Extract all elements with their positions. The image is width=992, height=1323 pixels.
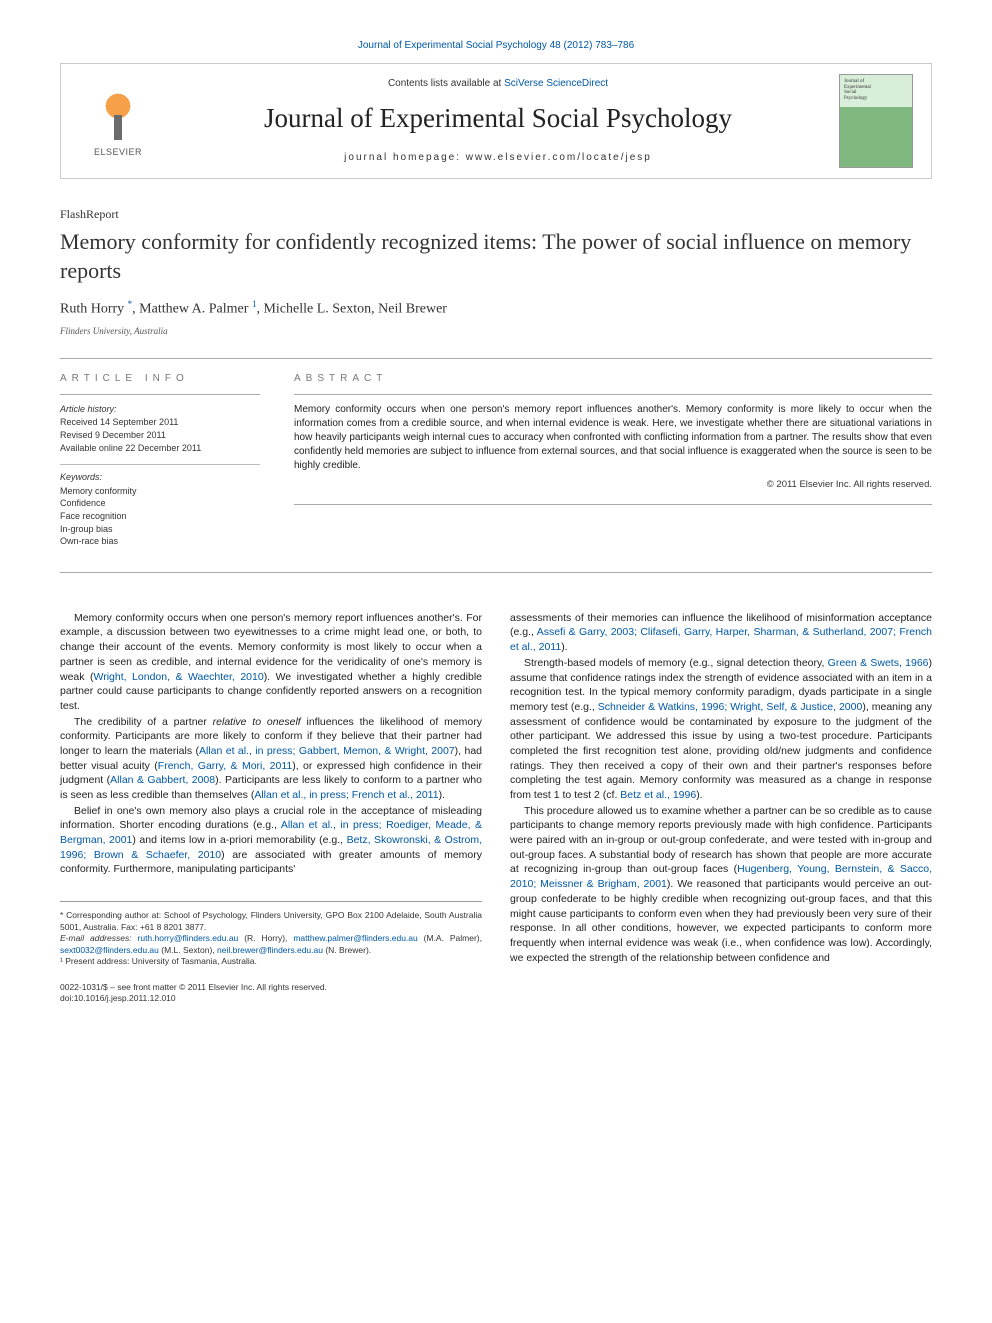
ref-link[interactable]: Allan & Gabbert, 2008 bbox=[110, 774, 215, 786]
abstract-text: Memory conformity occurs when one person… bbox=[294, 403, 932, 473]
sciencedirect-link[interactable]: SciVerse ScienceDirect bbox=[504, 78, 608, 89]
para: assessments of their memories can influe… bbox=[510, 611, 932, 655]
rule-info-2 bbox=[60, 464, 260, 465]
journal-cover-thumb[interactable] bbox=[821, 64, 931, 178]
rule-abs-2 bbox=[294, 504, 932, 505]
history-label: Article history: bbox=[60, 403, 260, 416]
ref-link[interactable]: Wright, London, & Waechter, 2010 bbox=[94, 671, 264, 683]
rule-body-top bbox=[60, 572, 932, 573]
corr-author-mark[interactable]: * bbox=[128, 299, 133, 309]
rule-abs-1 bbox=[294, 394, 932, 395]
para: This procedure allowed us to examine whe… bbox=[510, 804, 932, 966]
section-label: FlashReport bbox=[60, 207, 932, 222]
email-link[interactable]: neil.brewer@flinders.edu.au bbox=[217, 945, 323, 955]
author-2[interactable]: Matthew A. Palmer bbox=[139, 302, 248, 317]
abstract-copyright: © 2011 Elsevier Inc. All rights reserved… bbox=[294, 479, 932, 490]
publisher-name: ELSEVIER bbox=[94, 147, 142, 157]
doi-line[interactable]: doi:10.1016/j.jesp.2011.12.010 bbox=[60, 993, 482, 1004]
header-banner: ELSEVIER Contents lists available at Sci… bbox=[60, 63, 932, 179]
para: The credibility of a partner relative to… bbox=[60, 715, 482, 803]
revised-date: Revised 9 December 2011 bbox=[60, 429, 260, 442]
keywords-label: Keywords: bbox=[60, 471, 260, 484]
rule-top bbox=[60, 358, 932, 359]
received-date: Received 14 September 2011 bbox=[60, 416, 260, 429]
keyword: Memory conformity bbox=[60, 485, 260, 498]
para: Memory conformity occurs when one person… bbox=[60, 611, 482, 714]
ref-link[interactable]: Assefi & Garry, 2003; Clifasefi, Garry, … bbox=[510, 626, 932, 653]
author-list: Ruth Horry *, Matthew A. Palmer 1, Miche… bbox=[60, 299, 932, 318]
abstract-heading: ABSTRACT bbox=[294, 373, 932, 384]
ref-link[interactable]: Schneider & Watkins, 1996; Wright, Self,… bbox=[598, 701, 863, 713]
ref-link[interactable]: Allan et al., in press; French et al., 2… bbox=[254, 789, 438, 801]
elsevier-tree-icon bbox=[88, 85, 148, 145]
ref-link[interactable]: Green & Swets, 1966 bbox=[828, 657, 929, 669]
contents-available-text: Contents lists available at SciVerse Sci… bbox=[185, 78, 811, 89]
para: Strength-based models of memory (e.g., s… bbox=[510, 656, 932, 803]
elsevier-logo[interactable]: ELSEVIER bbox=[61, 64, 175, 178]
available-date: Available online 22 December 2011 bbox=[60, 442, 260, 455]
affiliation: Flinders University, Australia bbox=[60, 326, 932, 336]
journal-name: Journal of Experimental Social Psycholog… bbox=[185, 103, 811, 134]
email-link[interactable]: sext0032@flinders.edu.au bbox=[60, 945, 159, 955]
front-matter: 0022-1031/$ – see front matter © 2011 El… bbox=[60, 982, 482, 1004]
article-title: Memory conformity for confidently recogn… bbox=[60, 228, 932, 285]
footnotes: * Corresponding author at: School of Psy… bbox=[60, 901, 482, 967]
footnote-1-mark[interactable]: 1 bbox=[252, 299, 257, 309]
ref-link[interactable]: Betz et al., 1996 bbox=[620, 789, 696, 801]
journal-homepage[interactable]: journal homepage: www.elsevier.com/locat… bbox=[185, 152, 811, 163]
journal-citation-link[interactable]: Journal of Experimental Social Psycholog… bbox=[60, 40, 932, 51]
issn-line: 0022-1031/$ – see front matter © 2011 El… bbox=[60, 982, 482, 993]
keyword: Confidence bbox=[60, 497, 260, 510]
email-link[interactable]: matthew.palmer@flinders.edu.au bbox=[293, 933, 417, 943]
cover-image-icon bbox=[839, 74, 913, 168]
ref-link[interactable]: Hugenberg, Young, Bernstein, & Sacco, 20… bbox=[510, 863, 932, 890]
author-1[interactable]: Ruth Horry bbox=[60, 302, 124, 317]
author-4[interactable]: Neil Brewer bbox=[378, 302, 447, 317]
body-column-left: Memory conformity occurs when one person… bbox=[60, 611, 482, 1004]
present-address-footnote: ¹ Present address: University of Tasmani… bbox=[60, 956, 482, 967]
keyword: In-group bias bbox=[60, 523, 260, 536]
para: Belief in one's own memory also plays a … bbox=[60, 804, 482, 877]
corr-footnote: * Corresponding author at: School of Psy… bbox=[60, 910, 482, 933]
ref-link[interactable]: Allan et al., in press; Gabbert, Memon, … bbox=[199, 745, 455, 757]
article-info-heading: ARTICLE INFO bbox=[60, 373, 260, 384]
body-column-right: assessments of their memories can influe… bbox=[510, 611, 932, 1004]
email-footnote: E-mail addresses: ruth.horry@flinders.ed… bbox=[60, 933, 482, 956]
rule-info-1 bbox=[60, 394, 260, 395]
keyword: Own-race bias bbox=[60, 535, 260, 548]
email-link[interactable]: ruth.horry@flinders.edu.au bbox=[138, 933, 239, 943]
author-3[interactable]: Michelle L. Sexton bbox=[263, 302, 371, 317]
keyword: Face recognition bbox=[60, 510, 260, 523]
ref-link[interactable]: French, Garry, & Mori, 2011 bbox=[158, 760, 292, 772]
